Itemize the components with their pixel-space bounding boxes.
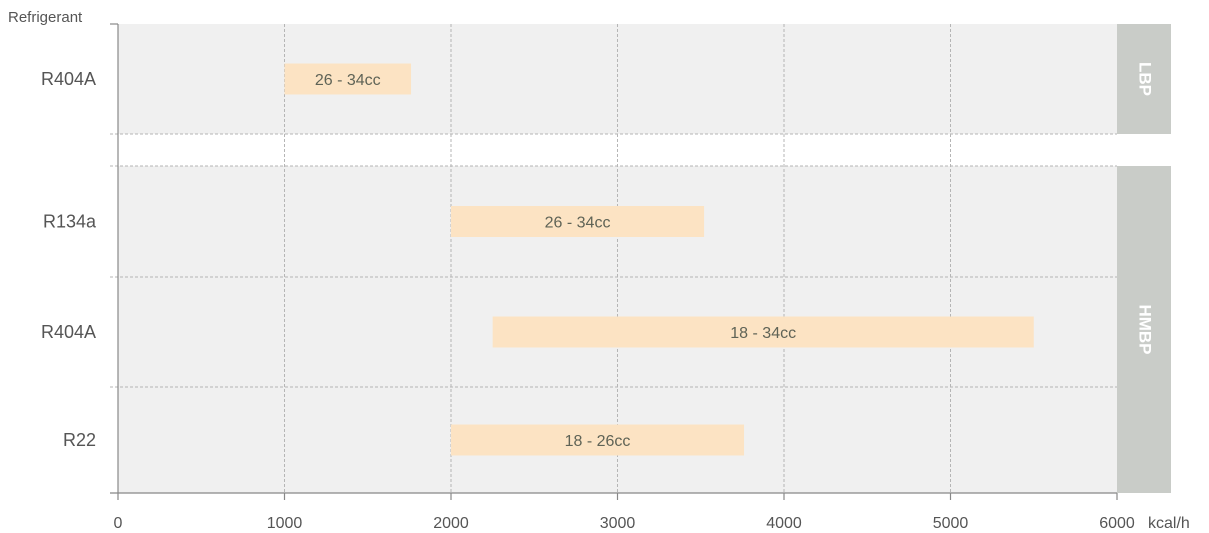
range-bar bbox=[492, 316, 1034, 348]
x-tick-label: 3000 bbox=[600, 515, 636, 532]
range-bar bbox=[451, 206, 705, 237]
group-box-lbp bbox=[1117, 24, 1171, 134]
range-bar bbox=[451, 424, 745, 456]
x-tick-label: 5000 bbox=[933, 515, 969, 532]
y-axis-title: Refrigerant bbox=[8, 9, 83, 26]
group-gap bbox=[118, 134, 1171, 166]
row-label-r134a: R134a bbox=[43, 212, 97, 232]
row-label-r404a: R404A bbox=[41, 69, 96, 89]
bar-label: 26 - 34cc bbox=[315, 72, 381, 89]
group-label-hmbp: HMBP bbox=[1136, 304, 1155, 354]
bar-label: 26 - 34cc bbox=[545, 215, 611, 232]
x-axis-unit: kcal/h bbox=[1148, 515, 1190, 532]
bar-label: 18 - 26cc bbox=[565, 433, 631, 450]
group-box-hmbp bbox=[1117, 166, 1171, 493]
x-tick-label: 0 bbox=[114, 515, 123, 532]
row-label-r404a: R404A bbox=[41, 322, 96, 342]
x-tick-label: 4000 bbox=[766, 515, 802, 532]
range-bar bbox=[284, 63, 412, 95]
x-tick-label: 1000 bbox=[267, 515, 303, 532]
row-label-r22: R22 bbox=[63, 430, 96, 450]
group-label-lbp: LBP bbox=[1136, 62, 1155, 96]
x-tick-label: 6000 bbox=[1099, 515, 1135, 532]
bar-label: 18 - 34cc bbox=[730, 325, 796, 342]
x-tick-label: 2000 bbox=[433, 515, 469, 532]
